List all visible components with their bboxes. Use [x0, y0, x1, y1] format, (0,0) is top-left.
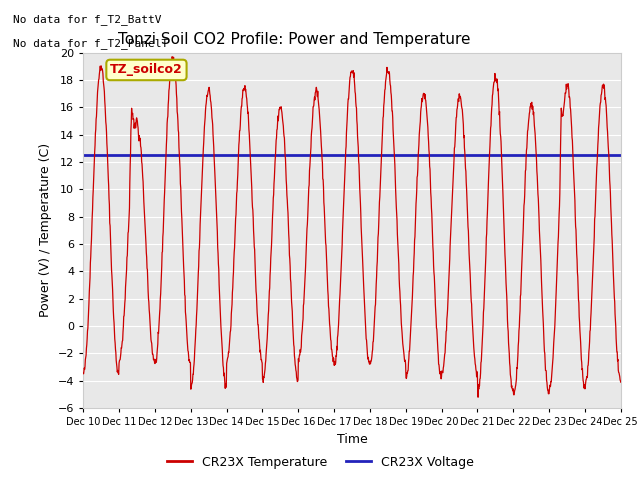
Legend: CR23X Temperature, CR23X Voltage: CR23X Temperature, CR23X Voltage [161, 451, 479, 474]
X-axis label: Time: Time [337, 432, 367, 445]
Text: Tonzi Soil CO2 Profile: Power and Temperature: Tonzi Soil CO2 Profile: Power and Temper… [118, 33, 470, 48]
Y-axis label: Power (V) / Temperature (C): Power (V) / Temperature (C) [39, 144, 52, 317]
Text: TZ_soilco2: TZ_soilco2 [110, 63, 183, 76]
Text: No data for f_T2_PanelT: No data for f_T2_PanelT [13, 38, 168, 49]
Text: No data for f_T2_BattV: No data for f_T2_BattV [13, 14, 161, 25]
